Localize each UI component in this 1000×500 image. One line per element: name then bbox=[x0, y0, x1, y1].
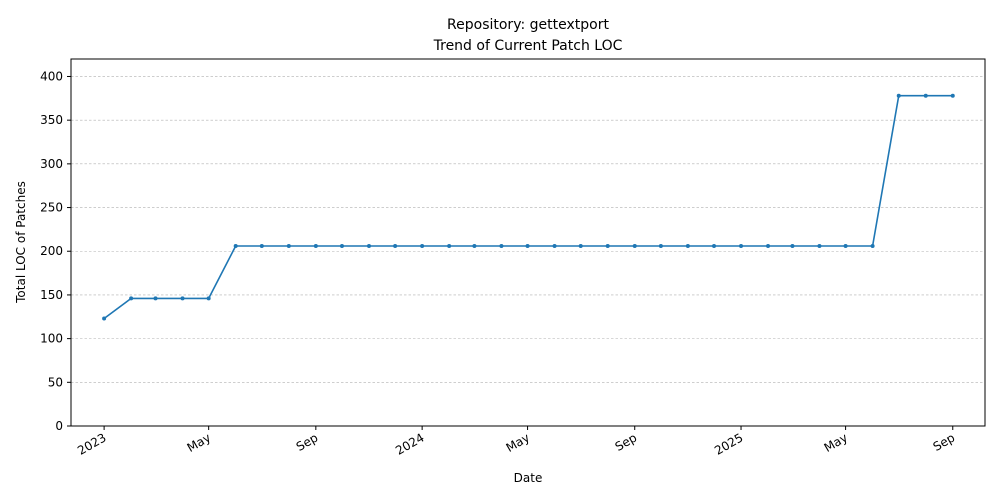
data-point bbox=[393, 243, 398, 248]
data-point bbox=[578, 243, 583, 248]
y-tick-label: 250 bbox=[40, 201, 63, 215]
gridlines bbox=[71, 76, 985, 427]
data-point bbox=[339, 243, 344, 248]
data-point bbox=[420, 243, 425, 248]
data-point bbox=[658, 243, 663, 248]
series-layer bbox=[102, 93, 955, 321]
data-point bbox=[206, 296, 211, 301]
y-axis: 0 50 100 150 200 250 300 350 400 bbox=[40, 69, 71, 433]
data-point bbox=[950, 93, 955, 98]
y-tick-label: 100 bbox=[40, 332, 63, 346]
y-tick-label: 0 bbox=[55, 419, 63, 433]
y-tick-label: 400 bbox=[40, 69, 63, 83]
y-tick-label: 300 bbox=[40, 157, 63, 171]
data-point bbox=[605, 243, 610, 248]
data-point bbox=[180, 296, 185, 301]
data-point bbox=[712, 243, 717, 248]
data-point bbox=[259, 243, 264, 248]
data-point bbox=[685, 243, 690, 248]
data-point bbox=[447, 243, 452, 248]
data-point bbox=[790, 243, 795, 248]
data-point bbox=[923, 93, 928, 98]
data-point bbox=[129, 296, 134, 301]
data-point bbox=[102, 316, 107, 321]
data-point bbox=[286, 243, 291, 248]
y-axis-label: Total LOC of Patches bbox=[14, 181, 28, 304]
data-point bbox=[153, 296, 158, 301]
data-point bbox=[472, 243, 477, 248]
data-point bbox=[525, 243, 530, 248]
chart-subtitle: Trend of Current Patch LOC bbox=[433, 38, 623, 54]
data-point bbox=[233, 243, 238, 248]
x-axis-label: Date bbox=[514, 471, 543, 485]
y-tick-label: 200 bbox=[40, 244, 63, 258]
data-point bbox=[739, 243, 744, 248]
y-tick-label: 50 bbox=[48, 375, 63, 389]
y-tick-label: 350 bbox=[40, 113, 63, 127]
data-point bbox=[896, 93, 901, 98]
data-point bbox=[817, 243, 822, 248]
data-point bbox=[313, 243, 318, 248]
y-tick-label: 150 bbox=[40, 288, 63, 302]
data-point bbox=[632, 243, 637, 248]
data-point bbox=[366, 243, 371, 248]
data-point bbox=[843, 243, 848, 248]
data-point bbox=[870, 243, 875, 248]
data-point bbox=[552, 243, 557, 248]
data-point bbox=[499, 243, 504, 248]
data-point bbox=[766, 243, 771, 248]
chart-title: Repository: gettextport bbox=[447, 17, 609, 33]
